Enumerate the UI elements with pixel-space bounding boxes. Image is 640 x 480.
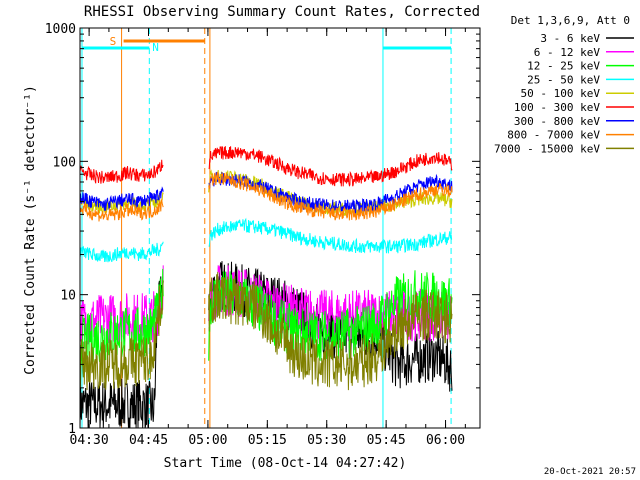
x-tick-label: 05:30 [307, 433, 346, 448]
y-tick-label: 100 [53, 155, 76, 170]
y-tick-label: 10 [60, 289, 76, 304]
series-line [79, 241, 164, 263]
legend-label: 800 - 7000 keV [507, 129, 600, 142]
series-line [208, 169, 453, 217]
x-axis-label: Start Time (08-Oct-14 04:27:42) [164, 456, 407, 471]
axes: 04:30 04:45 05:00 05:15 05:30 05:45 06:00 1 10 10… [45, 22, 480, 448]
series-line [208, 172, 453, 221]
legend-label: 3 - 6 keV [540, 32, 600, 45]
series-line [79, 280, 164, 391]
night-label: N [152, 41, 159, 54]
x-tick-label: 05:15 [248, 433, 287, 448]
y-axis-label: Corrected Count Rate (s⁻¹ detector⁻¹) [23, 85, 38, 375]
x-tick-label: 06:00 [426, 433, 465, 448]
y-tick-label: 1 [68, 422, 76, 437]
series-line [79, 159, 164, 184]
saa-label: S [110, 35, 117, 48]
legend-label: 12 - 25 keV [527, 60, 600, 73]
series-line [208, 261, 453, 392]
series-line [208, 146, 453, 187]
series-line [79, 186, 164, 211]
series-layer [79, 146, 453, 429]
legend-header: Det 1,3,6,9, Att 0 [511, 14, 630, 27]
x-tick-label: 04:30 [70, 433, 109, 448]
legend-label: 25 - 50 keV [527, 73, 600, 86]
series-line [208, 217, 453, 254]
y-tick-label: 1000 [45, 22, 76, 37]
plot-frame [79, 27, 481, 429]
x-tick-label: 05:45 [367, 433, 406, 448]
series-line [208, 271, 453, 391]
legend-label: 6 - 12 keV [534, 46, 601, 59]
series-line [208, 171, 453, 215]
legend-label: 50 - 100 keV [521, 87, 601, 100]
x-tick-label: 05:00 [188, 433, 227, 448]
chart-title: RHESSI Observing Summary Count Rates, Co… [84, 4, 480, 20]
timestamp-annotation: 20-Oct-2021 20:57 [544, 467, 636, 477]
legend-label: 7000 - 15000 keV [494, 142, 600, 155]
series-line [79, 268, 164, 367]
legend-label: 100 - 300 keV [514, 101, 600, 114]
legend-label: 300 - 800 keV [514, 115, 600, 128]
x-tick-label: 04:45 [129, 433, 168, 448]
series-line [79, 198, 164, 222]
